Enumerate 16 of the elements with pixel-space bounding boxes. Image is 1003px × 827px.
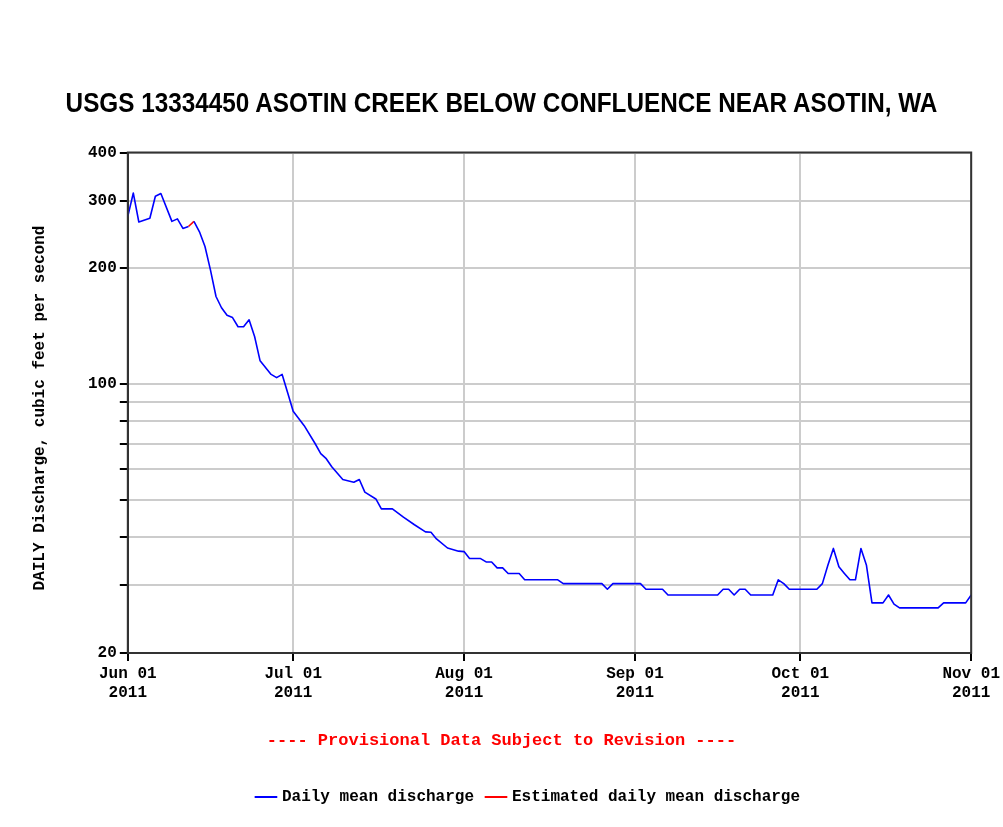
y-tick-label: 200 (87, 259, 117, 278)
x-tick-label: Oct 01 2011 (771, 664, 830, 702)
text: ---- Provisional Data Subject to Revision ---- (265, 731, 738, 750)
x-tick-label: Nov 01 2011 (942, 664, 1000, 702)
x-tick-label: Jun 01 2011 (99, 664, 157, 702)
y-tick-label: 100 (87, 375, 117, 394)
y-tick-label: 300 (87, 191, 117, 210)
legend-label: Daily mean discharge (281, 788, 474, 807)
x-tick-label: Aug 01 2011 (435, 664, 493, 702)
y-tick-label: 20 (97, 644, 117, 663)
x-tick-label: Sep 01 2011 (606, 664, 664, 702)
x-tick-label: Jul 01 2011 (264, 664, 322, 702)
legend-label: Estimated daily mean discharge (511, 788, 801, 807)
y-tick-label: 400 (87, 143, 117, 162)
chart-title: USGS 13334450 ASOTIN CREEK BELOW CONFLUENCE NEAR ASOTIN, WA (64, 88, 939, 119)
y-axis-title: DAILY Discharge, cubic feet per second (31, 225, 49, 591)
